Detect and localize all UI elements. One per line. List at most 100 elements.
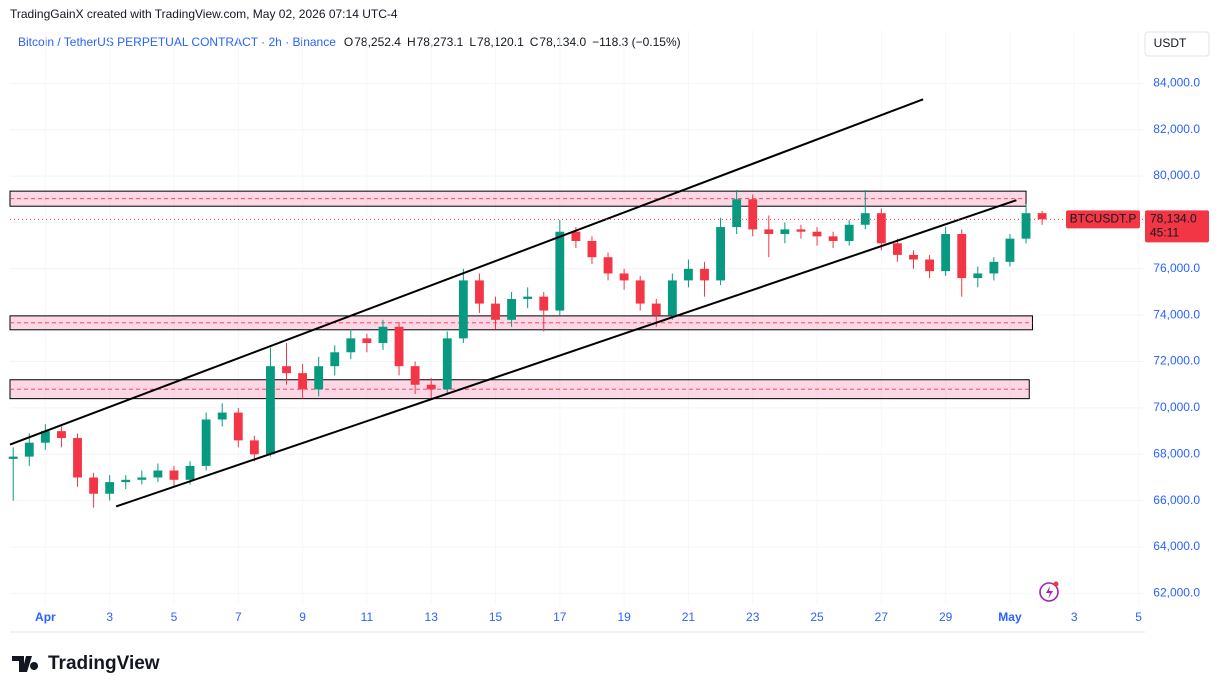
candle-body: [812, 231, 822, 237]
candle-body: [1037, 213, 1047, 220]
header: TradingGainX created with TradingView.co…: [10, 7, 398, 21]
candle-body: [941, 234, 951, 272]
y-tick-label: 76,000.0: [1153, 261, 1200, 275]
candle-body: [587, 240, 597, 258]
x-tick-label: 5: [1135, 610, 1142, 624]
candle-body: [667, 280, 677, 316]
x-tick-label: 25: [810, 610, 824, 624]
ohlc-value: 78,252.4: [354, 35, 401, 49]
candle-body: [24, 442, 34, 457]
candle-body: [475, 280, 484, 304]
x-tick-label: 27: [875, 610, 889, 624]
candle-body: [716, 227, 726, 281]
candle-body: [491, 303, 500, 320]
candle-body: [796, 229, 806, 232]
brand-logo: [12, 656, 39, 672]
candle-body: [40, 431, 50, 443]
candle-body: [603, 257, 613, 274]
candle-body: [314, 366, 324, 390]
y-tick-label: 70,000.0: [1153, 400, 1200, 414]
y-tick-label: 74,000.0: [1153, 307, 1200, 321]
candle-body: [282, 366, 291, 374]
x-tick-label: 15: [489, 610, 503, 624]
y-tick-label: 66,000.0: [1153, 493, 1200, 507]
candle-body: [185, 465, 195, 480]
y-tick-label: 64,000.0: [1153, 539, 1200, 553]
candle-body: [780, 229, 790, 235]
candle-body: [684, 268, 693, 281]
currency[interactable]: USDT: [1154, 36, 1187, 50]
zone: [9, 379, 1030, 400]
alert-icon[interactable]: [1039, 582, 1059, 602]
candle-body: [909, 254, 918, 260]
candle-body: [217, 412, 227, 420]
symbol-label: BTCUSDT.P: [1070, 212, 1137, 226]
candle-body: [957, 234, 967, 279]
candle-body: [555, 231, 565, 311]
candle-body: [89, 477, 99, 494]
trend-line: [115, 199, 1017, 508]
candle-body: [105, 482, 115, 494]
candle-body: [925, 259, 934, 272]
plot: [8, 30, 1145, 605]
x-tick-label: 21: [682, 610, 696, 624]
candle-body: [442, 338, 452, 390]
candle-body: [121, 479, 131, 483]
candle-body: [153, 470, 163, 478]
candle-body: [298, 373, 308, 390]
trend-line: [9, 98, 924, 446]
x-tick-label: 13: [425, 610, 439, 624]
candle-body: [876, 213, 886, 244]
ohlc-value: 78,120.1: [477, 35, 524, 49]
ohlc-value: 78,134.0: [539, 35, 586, 49]
candle-body: [828, 236, 838, 241]
currency-box[interactable]: [1144, 31, 1210, 57]
alert-dot: [1053, 581, 1059, 587]
candle-body: [844, 224, 854, 241]
symbol-title: Bitcoin / TetherUS PERPETUAL CONTRACT · …: [18, 35, 336, 49]
alert-bolt: [1046, 586, 1053, 599]
y-tick-label: 72,000.0: [1153, 354, 1200, 368]
x-tick-label: 23: [746, 610, 760, 624]
price-tag: [1145, 210, 1209, 243]
x-tick-label: 19: [617, 610, 631, 624]
symbol-tag: [1066, 210, 1140, 229]
candle-body: [893, 243, 902, 255]
candle-body: [651, 303, 661, 316]
symbol-line: Bitcoin / TetherUS PERPETUAL CONTRACT · …: [18, 35, 681, 49]
candle-body: [1005, 238, 1015, 262]
candle-body: [635, 280, 645, 304]
candle-body: [8, 456, 18, 459]
candle-body: [137, 477, 147, 480]
countdown: 45:11: [1150, 226, 1179, 240]
candle-body: [169, 470, 179, 480]
candle-body: [458, 280, 468, 339]
candle-body: [346, 338, 356, 353]
candle-body: [410, 366, 420, 385]
candle-body: [764, 229, 774, 235]
ohlc-letter: L: [469, 35, 476, 49]
candle-body: [700, 268, 709, 281]
candle-body: [378, 326, 388, 344]
candle-body: [539, 296, 549, 311]
candle-body: [748, 199, 758, 230]
candle-body: [57, 431, 66, 439]
x-tick-label: Apr: [35, 610, 56, 624]
y-tick-label: 62,000.0: [1153, 586, 1200, 600]
price-label: 78,134.0: [1150, 212, 1197, 226]
x-tick-label: 9: [299, 610, 306, 624]
x-tick-label: May: [998, 610, 1022, 624]
x-tick-label: 3: [1071, 610, 1078, 624]
brand: TradingView: [48, 653, 160, 674]
ohlc-letter: H: [407, 35, 416, 49]
candle-body: [989, 261, 999, 274]
candle-body: [233, 412, 243, 441]
x-tick-label: 5: [171, 610, 178, 624]
candle-body: [732, 199, 742, 228]
candle-body: [266, 366, 275, 455]
candle-body: [973, 273, 983, 279]
candle-body: [201, 419, 211, 466]
ohlc-value: 78,273.1: [417, 35, 464, 49]
candle-body: [249, 440, 259, 455]
